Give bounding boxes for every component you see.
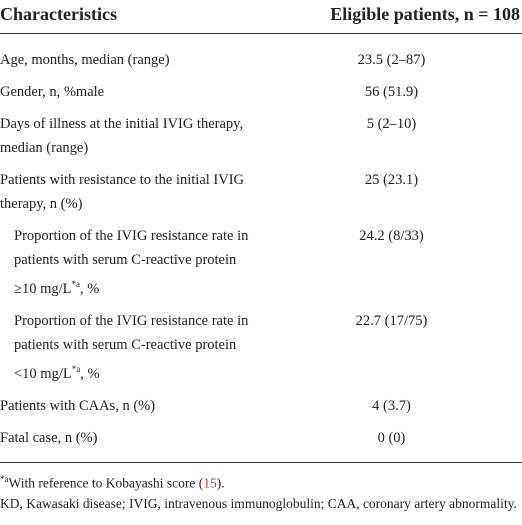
- row-value: 0 (0): [377, 429, 406, 446]
- footnotes: *aWith reference to Kobayashi score (15)…: [0, 463, 522, 513]
- header-cell: Eligible patients, n = 108: [261, 0, 522, 34]
- table: Characteristics Eligible patients, n = 1…: [0, 0, 522, 463]
- table-row: Patients with resistance to the initial …: [0, 164, 522, 220]
- footnote-marker: *a: [0, 473, 9, 484]
- table-row: Proportion of the IVIG resistance rate i…: [0, 220, 522, 305]
- row-label: Age, months, median (range): [0, 34, 261, 77]
- row-value: 23.5 (2–87): [357, 52, 426, 68]
- footnote: *aWith reference to Kobayashi score (15)…: [0, 471, 522, 492]
- row-label: Proportion of the IVIG resistance rate i…: [0, 305, 261, 390]
- table-row: Gender, n, %male 56 (51.9): [0, 76, 522, 108]
- row-value: 4 (3.7): [372, 397, 411, 414]
- label-text: Age, months, median (range): [0, 52, 170, 68]
- row-value: 56 (51.9): [364, 84, 419, 100]
- footnote: KD, Kawasaki disease; IVIG, intravenous …: [0, 495, 522, 512]
- table-row: Days of illness at the initial IVIG ther…: [0, 108, 522, 164]
- label-text: Proportion of the IVIG resistance rate i…: [14, 228, 249, 297]
- footnote-marker: *a: [71, 363, 81, 374]
- table-body: Age, months, median (range) 23.5 (2–87) Ge…: [0, 34, 522, 463]
- document: Characteristics Eligible patients, n = 1…: [0, 0, 522, 513]
- label-text: Gender, n, %male: [0, 84, 105, 100]
- row-label: Fatal case, n (%): [0, 422, 261, 463]
- footnote-text: ).: [216, 475, 225, 491]
- table-row: Proportion of the IVIG resistance rate i…: [0, 305, 522, 390]
- label-text: , %: [80, 365, 100, 382]
- table-row: Age, months, median (range) 23.5 (2–87): [0, 34, 522, 77]
- row-value: 22.7 (17/75): [355, 312, 428, 329]
- label-text: Patients with resistance to the initial …: [0, 172, 245, 212]
- row-label: Patients with CAAs, n (%): [0, 390, 261, 422]
- label-text: Fatal case, n (%): [0, 429, 98, 446]
- header-cell: Characteristics: [0, 0, 261, 34]
- footnote-text: With reference to Kobayashi score (: [8, 475, 204, 491]
- label-text: Proportion of the IVIG resistance rate i…: [14, 312, 249, 382]
- table-row: Patients with CAAs, n (%) 4 (3.7): [0, 390, 522, 422]
- row-value: 24.2 (8/33): [359, 228, 424, 244]
- footnote-marker: *a: [71, 279, 81, 289]
- label-text: Days of illness at the initial IVIG ther…: [0, 116, 244, 156]
- row-label: Patients with resistance to the initial …: [0, 164, 261, 220]
- label-text: Patients with CAAs, n (%): [0, 397, 156, 414]
- label-text: , %: [80, 280, 100, 297]
- row-value: 25 (23.1): [364, 172, 419, 188]
- row-label: Gender, n, %male: [0, 76, 261, 108]
- row-label: Proportion of the IVIG resistance rate i…: [0, 220, 261, 305]
- reference-link[interactable]: 15: [203, 475, 217, 491]
- footnote-text: KD, Kawasaki disease; IVIG, intravenous …: [0, 496, 517, 512]
- row-label: Days of illness at the initial IVIG ther…: [0, 108, 261, 164]
- table-row: Fatal case, n (%) 0 (0): [0, 422, 522, 463]
- row-value: 5 (2–10): [366, 116, 417, 132]
- header-row: Characteristics Eligible patients, n = 1…: [0, 0, 522, 34]
